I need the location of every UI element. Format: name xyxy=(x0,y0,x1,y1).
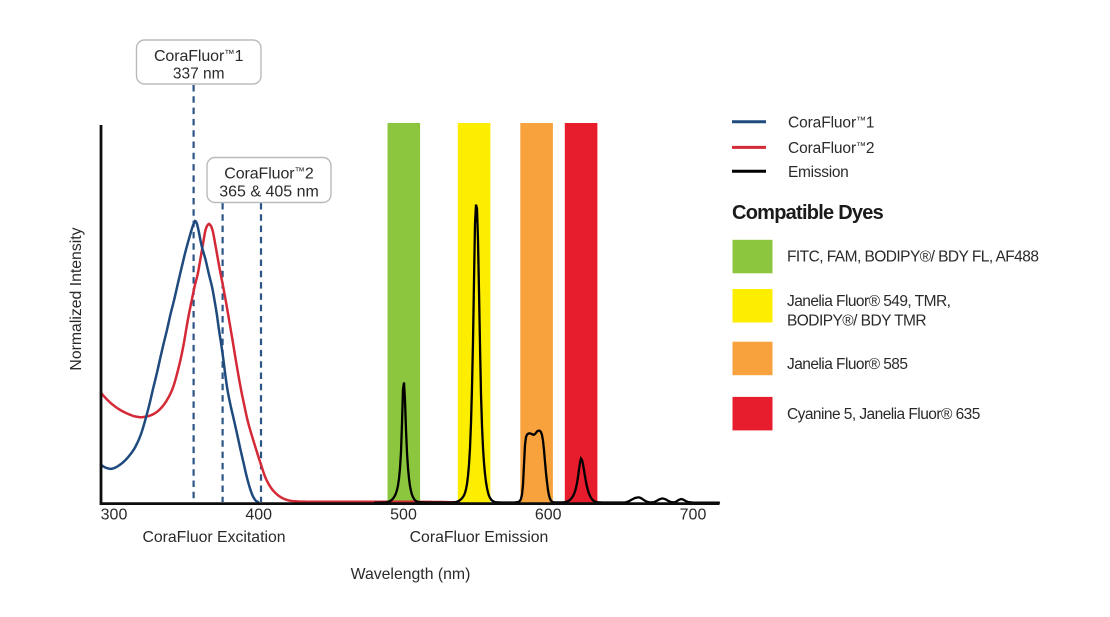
svg-text:BODIPY®/ BDY TMR: BODIPY®/ BDY TMR xyxy=(787,313,926,330)
svg-text:500: 500 xyxy=(390,507,417,524)
svg-text:CoraFluor Emission: CoraFluor Emission xyxy=(410,529,549,546)
svg-text:Wavelength (nm): Wavelength (nm) xyxy=(351,566,471,583)
svg-text:600: 600 xyxy=(535,507,562,524)
svg-text:CoraFluor™1: CoraFluor™1 xyxy=(154,48,244,65)
svg-text:400: 400 xyxy=(245,507,272,524)
svg-text:Emission: Emission xyxy=(788,164,848,181)
svg-text:FITC, FAM, BODIPY®/ BDY FL, AF: FITC, FAM, BODIPY®/ BDY FL, AF488 xyxy=(787,249,1038,266)
svg-text:Cyanine 5, Janelia Fluor® 635: Cyanine 5, Janelia Fluor® 635 xyxy=(787,406,980,423)
svg-text:CoraFluor™1: CoraFluor™1 xyxy=(788,114,874,131)
svg-text:Janelia Fluor® 549, TMR,: Janelia Fluor® 549, TMR, xyxy=(787,293,950,310)
svg-text:Normalized Intensity: Normalized Intensity xyxy=(68,227,85,370)
svg-text:337 nm: 337 nm xyxy=(173,66,225,83)
svg-text:Compatible Dyes: Compatible Dyes xyxy=(732,202,884,224)
svg-text:CoraFluor™2: CoraFluor™2 xyxy=(224,165,314,182)
svg-text:300: 300 xyxy=(101,507,128,524)
svg-text:CoraFluor™2: CoraFluor™2 xyxy=(788,140,874,157)
svg-text:700: 700 xyxy=(680,507,707,524)
svg-text:365 & 405 nm: 365 & 405 nm xyxy=(219,184,319,201)
svg-text:CoraFluor Excitation: CoraFluor Excitation xyxy=(142,529,285,546)
svg-text:Janelia Fluor® 585: Janelia Fluor® 585 xyxy=(787,356,907,373)
